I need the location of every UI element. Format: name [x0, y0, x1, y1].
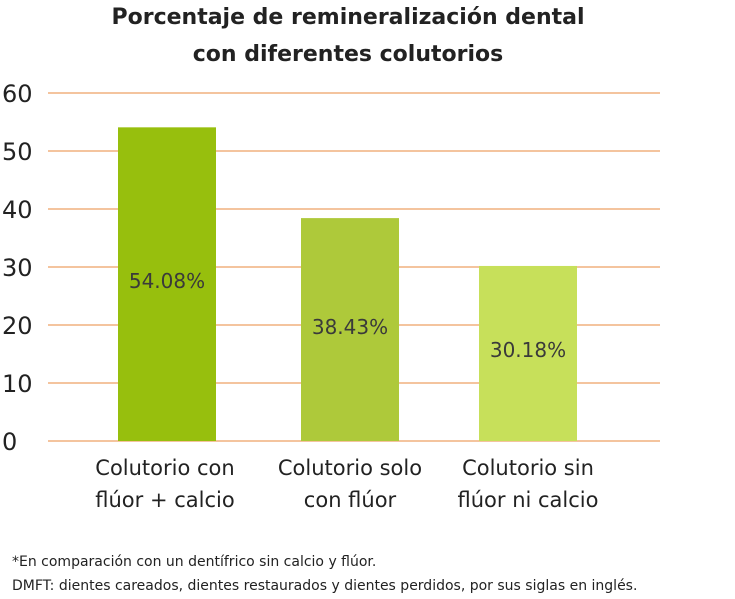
y-tick-label: 50 [2, 138, 33, 166]
x-category-label: flúor ni calcio [458, 488, 599, 512]
y-tick-label: 20 [2, 312, 33, 340]
x-category-label: Colutorio sin [462, 456, 594, 480]
y-tick-label: 40 [2, 196, 33, 224]
data-label: 54.08% [129, 269, 205, 293]
bars [118, 127, 577, 441]
data-label: 30.18% [490, 338, 566, 362]
x-category-label: Colutorio con [95, 456, 234, 480]
y-axis-ticks: 0 10 20 30 40 50 60 [2, 80, 33, 456]
chart-title: Porcentaje de remineralización dental con… [111, 5, 584, 67]
bar [118, 127, 216, 441]
footnote: *En comparación con un dentífrico sin ca… [12, 554, 376, 570]
footnote: DMFT: dientes careados, dientes restaura… [12, 578, 637, 594]
bar [479, 265, 577, 441]
x-category-label: flúor + calcio [95, 488, 234, 512]
x-category-label: con flúor [304, 488, 397, 512]
y-tick-label: 60 [2, 80, 33, 108]
x-category-label: Colutorio solo [278, 456, 422, 480]
footnotes: *En comparación con un dentífrico sin ca… [12, 554, 637, 594]
data-labels: 54.08% 38.43% 30.18% [129, 269, 566, 362]
chart-title-line: con diferentes colutorios [193, 42, 503, 67]
data-label: 38.43% [312, 315, 388, 339]
y-tick-label: 10 [2, 370, 33, 398]
x-axis-categories: Colutorio con flúor + calcio Colutorio sol… [95, 456, 598, 512]
y-tick-label: 0 [2, 428, 17, 456]
y-tick-label: 30 [2, 254, 33, 282]
chart-title-line: Porcentaje de remineralización dental [111, 5, 584, 30]
bar [301, 218, 399, 441]
